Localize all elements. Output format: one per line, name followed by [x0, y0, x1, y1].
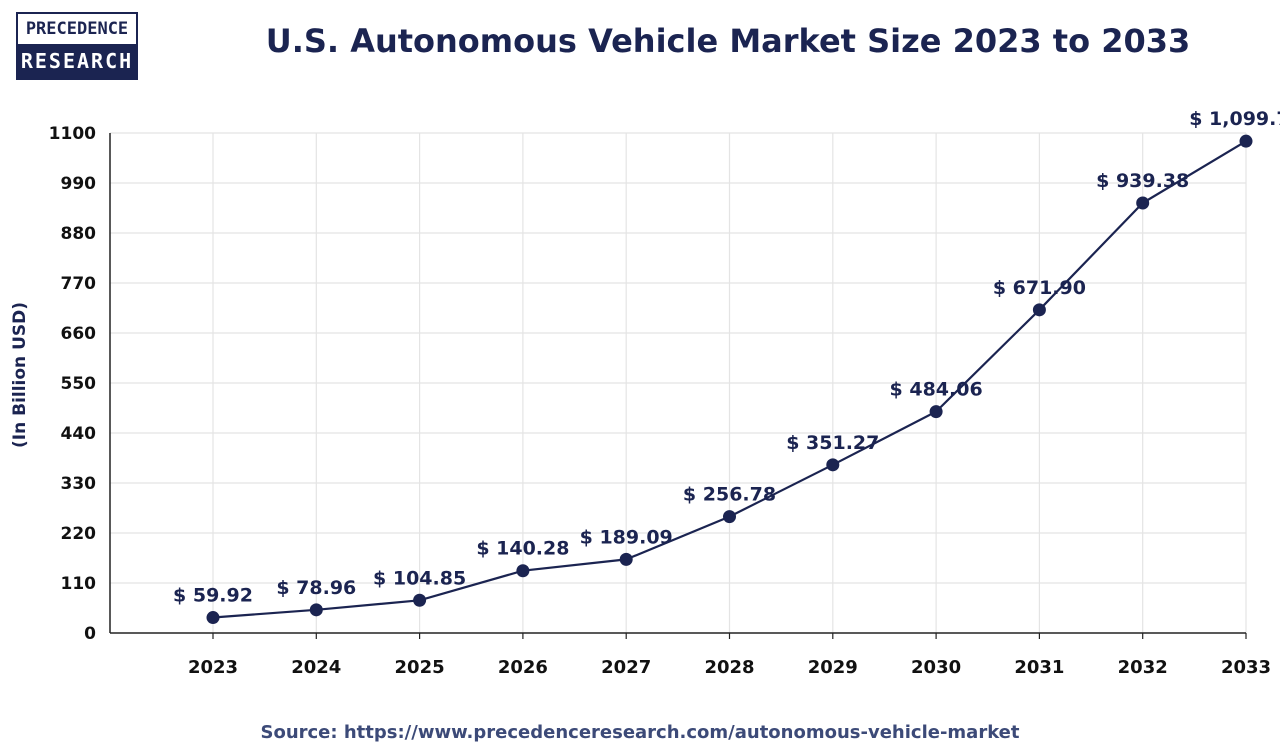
y-tick-label: 770: [61, 274, 97, 294]
data-point: [413, 593, 427, 607]
y-tick-label: 330: [61, 474, 97, 494]
data-label: $ 104.85: [373, 567, 466, 589]
x-tick-label: 2027: [601, 657, 651, 678]
y-tick-label: 220: [61, 524, 97, 544]
y-tick-label: 660: [61, 324, 97, 344]
data-label: $ 939.38: [1096, 170, 1189, 192]
data-point: [619, 552, 633, 566]
data-point: [206, 611, 220, 625]
y-tick-label: 550: [61, 374, 97, 394]
x-tick-label: 2029: [808, 657, 858, 678]
data-point: [1239, 134, 1253, 148]
y-tick-label: 110: [61, 574, 97, 594]
y-tick-label: 0: [84, 624, 96, 644]
x-tick-label: 2028: [704, 657, 754, 678]
data-point: [1136, 196, 1150, 210]
x-tick-label: 2031: [1014, 657, 1064, 678]
x-tick-label: 2024: [291, 657, 341, 678]
x-tick-label: 2030: [911, 657, 961, 678]
data-label: $ 1,099.70: [1189, 108, 1280, 130]
data-label: $ 256.78: [683, 484, 776, 506]
source-note: Source: https://www.precedenceresearch.c…: [260, 722, 1020, 743]
data-label: $ 351.27: [786, 432, 879, 454]
data-label: $ 140.28: [476, 538, 569, 560]
x-tick-label: 2033: [1221, 657, 1271, 678]
y-tick-label: 990: [61, 174, 97, 194]
y-tick-label: 440: [61, 424, 97, 444]
data-label: $ 671.90: [993, 277, 1086, 299]
chart-title: U.S. Autonomous Vehicle Market Size 2023…: [265, 22, 1191, 60]
y-tick-label: 880: [61, 224, 97, 244]
x-tick-label: 2026: [498, 657, 548, 678]
data-label: $ 78.96: [276, 577, 356, 599]
x-tick-label: 2023: [188, 657, 238, 678]
x-tick-label: 2032: [1118, 657, 1168, 678]
precedence-research-logo: PRECEDENCE RESEARCH: [16, 12, 138, 80]
logo-line-1: PRECEDENCE: [25, 19, 129, 39]
data-label: $ 189.09: [580, 526, 673, 548]
data-point: [516, 564, 530, 578]
data-point: [929, 405, 943, 419]
data-point: [1032, 303, 1046, 317]
data-label: $ 484.06: [890, 379, 983, 401]
data-point: [723, 510, 736, 524]
y-tick-label: 1100: [49, 124, 96, 144]
data-point: [826, 458, 840, 472]
data-point: [309, 603, 323, 617]
data-label: $ 59.92: [173, 585, 253, 607]
logo-line-2: RESEARCH: [18, 44, 136, 78]
x-tick-label: 2025: [395, 657, 445, 678]
